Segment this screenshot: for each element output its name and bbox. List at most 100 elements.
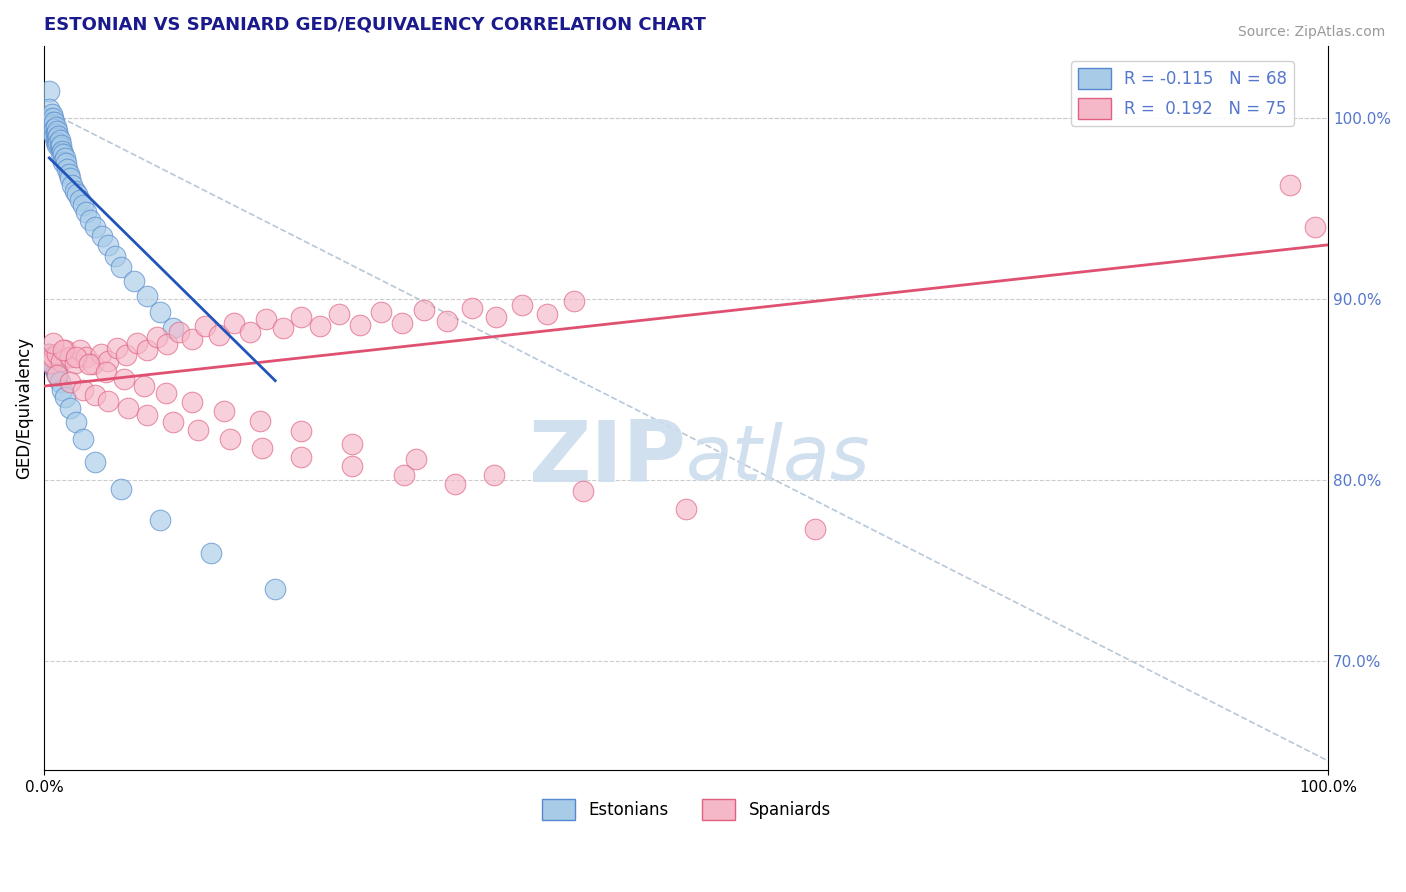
Point [59,170,82,185]
Point [187,423,209,437]
Point [135,408,157,422]
Point [84,455,107,469]
Point [52,147,75,161]
Point [84,388,107,402]
Point [42,357,65,371]
Text: atlas: atlas [686,422,870,496]
Point [41,122,63,136]
Point [49,138,72,153]
Point [46,138,69,153]
Point [39,119,62,133]
Point [51,144,73,158]
Point [485,310,508,325]
Point [46,346,69,360]
Point [69,343,91,357]
Point [155,386,177,401]
Point [162,321,184,335]
Point [48,140,70,154]
Point [79,212,101,227]
Point [219,432,242,446]
Point [82,357,104,371]
Point [41,107,63,121]
Point [290,310,312,325]
Point [104,249,127,263]
Point [53,343,76,357]
Point [180,332,202,346]
Point [42,335,65,350]
Point [208,328,231,343]
Point [46,129,69,144]
Point [1278,178,1301,193]
Point [510,297,533,311]
Point [156,337,179,351]
Point [46,136,69,151]
Point [63,355,86,369]
Point [328,307,350,321]
Point [252,441,274,455]
Point [52,343,75,357]
Point [42,111,65,125]
Point [59,401,82,415]
Text: ZIP: ZIP [529,417,686,500]
Point [39,355,62,369]
Point [39,111,62,125]
Point [349,318,371,332]
Point [117,401,139,415]
Point [48,376,70,390]
Y-axis label: GED/Equivalency: GED/Equivalency [15,337,32,479]
Point [444,476,467,491]
Point [290,425,312,439]
Point [51,383,73,397]
Point [675,502,697,516]
Point [63,184,86,198]
Point [58,167,80,181]
Point [42,350,65,364]
Point [44,114,66,128]
Point [460,301,482,316]
Point [125,335,148,350]
Point [44,122,66,136]
Point [90,228,112,243]
Point [149,305,172,319]
Legend: Estonians, Spaniards: Estonians, Spaniards [534,792,838,827]
Point [135,288,157,302]
Point [1303,219,1326,234]
Point [65,415,87,429]
Point [309,319,332,334]
Point [167,325,190,339]
Point [370,305,392,319]
Point [48,133,70,147]
Point [39,350,62,364]
Point [60,178,83,193]
Point [162,415,184,429]
Point [46,124,69,138]
Point [66,187,89,202]
Point [38,84,60,98]
Point [38,102,60,116]
Point [84,219,107,234]
Point [97,238,120,252]
Point [342,437,364,451]
Point [238,325,260,339]
Point [391,316,413,330]
Point [97,393,120,408]
Point [38,346,60,360]
Point [115,348,138,362]
Point [45,135,67,149]
Point [224,316,246,330]
Point [413,303,436,318]
Point [564,293,586,308]
Point [135,343,157,357]
Point [39,114,62,128]
Point [59,350,82,364]
Point [110,260,132,274]
Point [90,346,112,360]
Point [69,193,91,207]
Point [200,546,222,560]
Point [536,307,558,321]
Point [41,114,63,128]
Point [290,450,312,464]
Point [59,376,82,390]
Point [44,129,66,144]
Point [45,365,67,379]
